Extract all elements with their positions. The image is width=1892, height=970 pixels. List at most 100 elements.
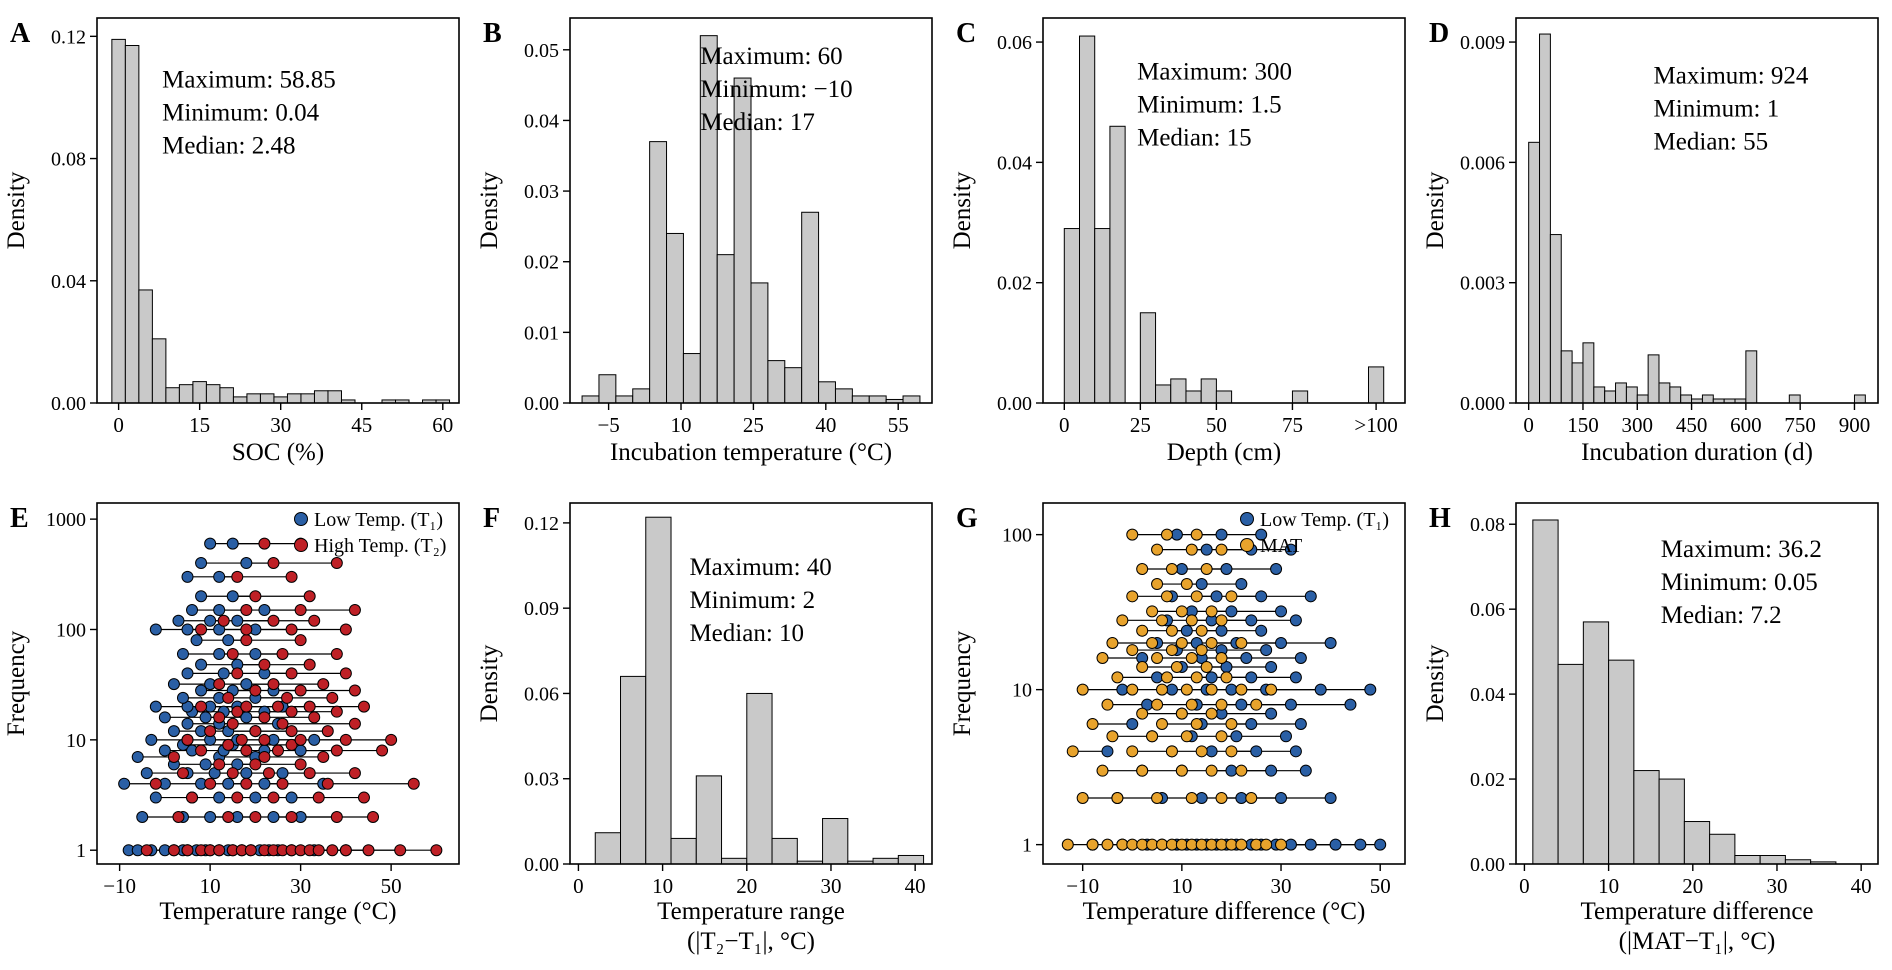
svg-text:Temperature difference (°C): Temperature difference (°C) (1083, 898, 1366, 925)
svg-text:Low Temp. (T₁): Low Temp. (T₁) (314, 509, 443, 531)
svg-text:0.02: 0.02 (524, 252, 559, 274)
svg-text:0: 0 (1519, 874, 1530, 898)
svg-text:Maximum: 60: Maximum: 60 (700, 43, 842, 70)
svg-text:Maximum: 58.85: Maximum: 58.85 (162, 66, 336, 93)
svg-text:30: 30 (820, 874, 841, 898)
axis-y: 1 10 100 Frequency (949, 525, 1043, 857)
svg-text:Minimum: 1: Minimum: 1 (1654, 95, 1780, 122)
legend: Low Temp. (T₁) MAT (1240, 509, 1389, 557)
svg-text:0.06: 0.06 (1470, 599, 1505, 621)
histogram-bars (111, 38, 451, 404)
svg-text:Depth (cm): Depth (cm) (1167, 439, 1282, 466)
svg-text:0.02: 0.02 (1470, 769, 1505, 791)
svg-text:10: 10 (1171, 874, 1192, 898)
svg-text:25: 25 (743, 413, 764, 437)
svg-text:0.006: 0.006 (1460, 152, 1505, 174)
svg-text:0.08: 0.08 (1470, 514, 1505, 536)
svg-text:Median: 17: Median: 17 (700, 109, 815, 136)
svg-text:30: 30 (1766, 874, 1787, 898)
panel-letter: C (956, 18, 976, 49)
axis-x: 0 150 300 450 600 750 900 Incubation duration (… (1523, 403, 1870, 466)
svg-text:40: 40 (1851, 874, 1872, 898)
panel-A: 0 15 30 45 60 SOC (%) 0.00 0.04 0.08 0.12 Density A… (0, 0, 473, 485)
panel-F: 0 10 20 30 40 Temperature range (|T₂−T₁|, °C) 0… (473, 485, 946, 970)
svg-text:0.02: 0.02 (997, 273, 1032, 295)
plot-border (1042, 17, 1406, 404)
svg-text:0.12: 0.12 (51, 26, 86, 48)
axis-y: 0.00 0.04 0.08 0.12 Density (3, 26, 97, 415)
svg-text:0.03: 0.03 (524, 769, 559, 791)
svg-text:Minimum: 0.05: Minimum: 0.05 (1661, 569, 1818, 596)
svg-text:25: 25 (1130, 413, 1151, 437)
svg-text:900: 900 (1839, 413, 1871, 437)
svg-text:0.08: 0.08 (51, 149, 86, 171)
axis-x: 0 25 50 75 >100 Depth (cm) (1059, 403, 1398, 466)
axis-y: 0.00 0.02 0.04 0.06 0.08 Density (1422, 514, 1516, 876)
svg-text:Incubation duration (d): Incubation duration (d) (1581, 439, 1813, 466)
legend: Low Temp. (T₁) High Temp. (T₂) (294, 509, 446, 557)
svg-text:60: 60 (432, 413, 453, 437)
svg-text:Median: 55: Median: 55 (1654, 128, 1769, 155)
svg-text:>100: >100 (1354, 413, 1397, 437)
svg-text:Frequency: Frequency (949, 630, 976, 736)
svg-text:10: 10 (652, 874, 673, 898)
svg-text:0: 0 (113, 413, 124, 437)
svg-text:20: 20 (736, 874, 757, 898)
svg-text:Density: Density (1422, 644, 1449, 722)
svg-text:Minimum: 0.04: Minimum: 0.04 (162, 99, 319, 126)
stats-annotation: Maximum: 924 Minimum: 1 Median: 55 (1654, 62, 1809, 155)
panel-letter: G (956, 503, 978, 534)
svg-text:0.12: 0.12 (524, 513, 559, 535)
axis-x: 0 10 20 30 40 Temperature difference (|MAT−T₁|… (1519, 864, 1872, 955)
svg-text:55: 55 (888, 413, 909, 437)
panel-letter: H (1429, 503, 1451, 534)
axis-x: 0 10 20 30 40 Temperature range (|T₂−T₁|, °C) (573, 864, 926, 955)
svg-text:30: 30 (1271, 874, 1292, 898)
points-orange (1061, 528, 1288, 851)
svg-text:Median: 2.48: Median: 2.48 (162, 132, 295, 159)
svg-text:0: 0 (573, 874, 584, 898)
svg-text:Density: Density (3, 171, 30, 249)
svg-text:20: 20 (1682, 874, 1703, 898)
svg-text:0.009: 0.009 (1460, 32, 1505, 54)
svg-text:Maximum: 300: Maximum: 300 (1137, 59, 1292, 86)
svg-text:Temperature range (°C): Temperature range (°C) (159, 898, 396, 925)
svg-text:0.00: 0.00 (1470, 854, 1505, 876)
axis-y: 0.00 0.01 0.02 0.03 0.04 0.05 Density (476, 40, 570, 415)
panel-C-chart: 0 25 50 75 >100 Depth (cm) 0.00 0.02 0.04 0.06 Den… (946, 0, 1419, 485)
panel-D: 0 150 300 450 600 750 900 Incubation duration (… (1419, 0, 1892, 485)
svg-text:50: 50 (1206, 413, 1227, 437)
panel-C: 0 25 50 75 >100 Depth (cm) 0.00 0.02 0.04 0.06 Den… (946, 0, 1419, 485)
svg-text:1: 1 (1022, 835, 1032, 857)
svg-text:750: 750 (1784, 413, 1816, 437)
svg-text:10: 10 (1598, 874, 1619, 898)
plot-border (1515, 17, 1879, 404)
svg-text:50: 50 (381, 874, 402, 898)
svg-text:Density: Density (1422, 171, 1449, 249)
axis-y: 0.00 0.03 0.06 0.09 0.12 Density (476, 513, 570, 876)
svg-text:Minimum: 1.5: Minimum: 1.5 (1137, 92, 1281, 119)
svg-text:450: 450 (1676, 413, 1708, 437)
svg-text:Maximum: 40: Maximum: 40 (689, 554, 831, 581)
panel-D-chart: 0 150 300 450 600 750 900 Incubation duration (… (1419, 0, 1892, 485)
svg-text:10: 10 (1012, 680, 1032, 702)
plot-border (569, 502, 933, 865)
svg-text:Maximum: 924: Maximum: 924 (1654, 62, 1809, 89)
svg-text:0.04: 0.04 (1470, 684, 1505, 706)
histogram-bars (1063, 35, 1385, 404)
svg-text:0.000: 0.000 (1460, 393, 1505, 415)
plot-border (96, 17, 460, 404)
svg-text:0.003: 0.003 (1460, 273, 1505, 295)
svg-text:(|T₂−T₁|, °C): (|T₂−T₁|, °C) (687, 928, 815, 955)
svg-text:10: 10 (671, 413, 692, 437)
panel-letter: E (10, 503, 29, 534)
svg-text:0.00: 0.00 (524, 854, 559, 876)
svg-text:−10: −10 (1066, 874, 1099, 898)
